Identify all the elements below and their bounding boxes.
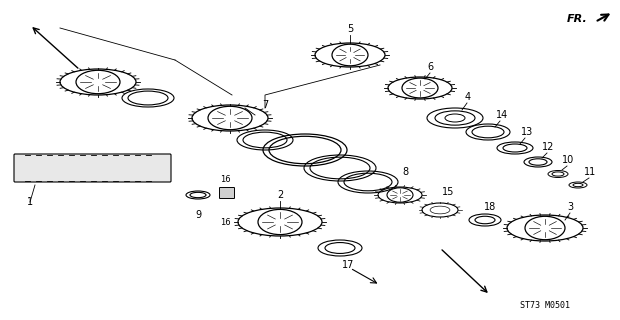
Text: 2: 2 xyxy=(277,190,283,200)
FancyBboxPatch shape xyxy=(219,188,234,198)
Text: 6: 6 xyxy=(427,62,433,72)
Text: 12: 12 xyxy=(542,142,554,152)
FancyBboxPatch shape xyxy=(14,154,171,182)
Text: 17: 17 xyxy=(342,260,354,270)
Text: 9: 9 xyxy=(195,210,201,220)
Text: 16: 16 xyxy=(219,175,230,184)
Text: 18: 18 xyxy=(484,202,496,212)
Text: 10: 10 xyxy=(562,155,574,165)
Text: 8: 8 xyxy=(402,167,408,177)
Text: ST73 M0501: ST73 M0501 xyxy=(520,301,570,310)
Text: 1: 1 xyxy=(27,197,33,207)
Text: FR.: FR. xyxy=(567,14,588,24)
Text: 11: 11 xyxy=(584,167,596,177)
Text: 4: 4 xyxy=(465,92,471,102)
Text: 13: 13 xyxy=(521,127,533,137)
Text: 14: 14 xyxy=(496,110,508,120)
Text: 15: 15 xyxy=(442,187,454,197)
Text: 16: 16 xyxy=(219,218,230,227)
Text: 7: 7 xyxy=(262,100,268,110)
Text: 5: 5 xyxy=(347,24,353,34)
Text: 3: 3 xyxy=(567,202,573,212)
